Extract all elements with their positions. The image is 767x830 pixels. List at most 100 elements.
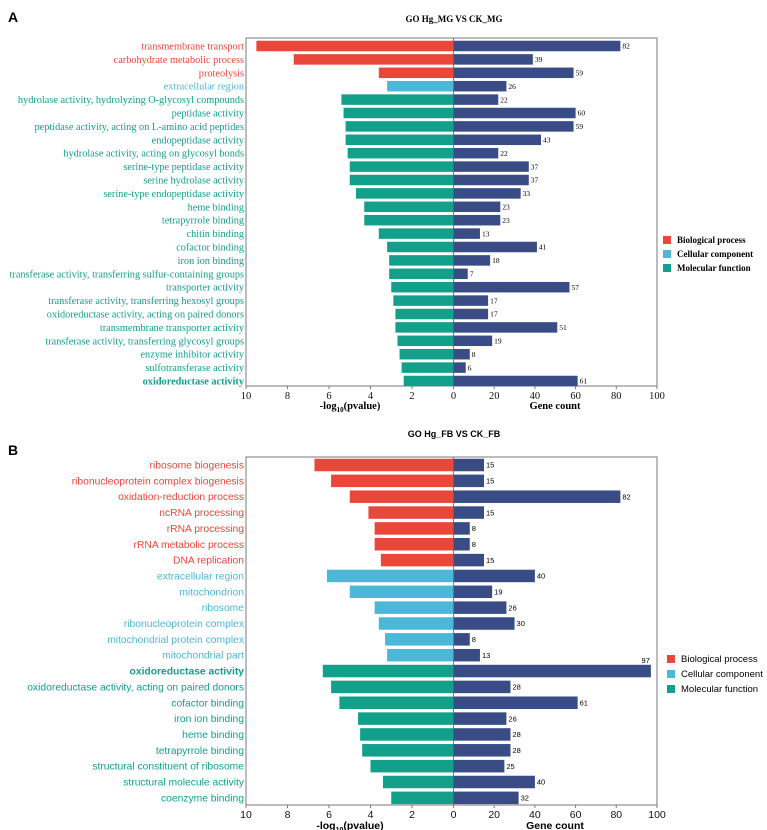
left-tick-label: 0 (451, 391, 456, 402)
right-tick-label: 20 (488, 809, 500, 821)
left-tick-label: 10 (241, 391, 252, 402)
term-label: coenzyme binding (161, 793, 244, 804)
count-label: 33 (523, 189, 531, 198)
legend-swatch (667, 655, 675, 663)
gene-count-bar (453, 759, 505, 773)
x-axis-title-left-tail: (pvalue) (343, 820, 383, 830)
term-label: transferase activity, transferring sulfu… (10, 269, 244, 280)
term-label: proteolysis (199, 68, 244, 79)
x-axis-title-left-sub: 10 (337, 406, 345, 414)
x-axis-title-left-main: -log (320, 401, 338, 412)
count-label: 32 (521, 794, 529, 803)
count-label: 37 (531, 176, 539, 185)
right-tick-label: 40 (529, 809, 541, 821)
count-label: 26 (508, 82, 516, 91)
x-axis-title-right: Gene count (526, 820, 584, 830)
count-label: 28 (512, 730, 520, 739)
pvalue-bar (331, 474, 454, 488)
pvalue-bar (403, 375, 454, 387)
gene-count-bar (453, 375, 578, 387)
count-label: 39 (535, 55, 543, 64)
pvalue-bar (397, 335, 454, 347)
term-label: endopeptidase activity (152, 135, 245, 146)
term-label: extracellular region (164, 82, 244, 93)
legend-label: Molecular function (677, 263, 751, 273)
gene-count-bar (453, 362, 466, 373)
gene-count-bar (453, 121, 574, 132)
gene-count-bar (453, 161, 529, 172)
chart-title: GO Hg_FB VS CK_FB (408, 429, 501, 439)
pvalue-bar (364, 201, 454, 213)
gene-count-bar (453, 281, 570, 293)
term-label: tetrapyrrole binding (156, 746, 244, 757)
left-tick-label: 8 (285, 391, 290, 402)
legend-label: Molecular function (681, 684, 758, 695)
gene-count-bar (453, 335, 493, 347)
term-label: cofactor binding (176, 243, 244, 254)
gene-count-bar (453, 696, 578, 709)
gene-count-bar (453, 67, 574, 79)
pvalue-bar (322, 664, 454, 678)
term-label: heme binding (188, 202, 244, 213)
term-label: ribosome (202, 603, 245, 614)
pvalue-bar (378, 228, 454, 239)
count-label: 41 (539, 243, 547, 252)
count-label: 57 (571, 283, 579, 292)
count-label: 26 (508, 714, 516, 723)
pvalue-bar (360, 728, 454, 741)
pvalue-bar (387, 241, 454, 253)
gene-count-bar (453, 295, 489, 306)
gene-count-bar (453, 728, 511, 741)
gene-count-bar (453, 134, 542, 146)
term-label: transmembrane transporter activity (100, 323, 245, 334)
count-label: 13 (482, 651, 490, 660)
gene-count-bar (453, 553, 485, 567)
pvalue-bar (256, 40, 454, 52)
pvalue-bar (345, 134, 454, 146)
term-label: heme binding (182, 730, 244, 741)
right-tick-label: 80 (611, 391, 622, 402)
x-axis-title-right: Gene count (529, 401, 581, 412)
count-label: 40 (537, 572, 545, 581)
term-label: serine-type peptidase activity (123, 162, 245, 173)
term-label: carbohydrate metabolic process (114, 55, 244, 66)
count-label: 19 (494, 337, 502, 346)
term-label: transferase activity, transferring glyco… (45, 336, 244, 347)
count-label: 19 (494, 588, 502, 597)
gene-count-bar (453, 188, 521, 199)
term-label: oxidoreductase activity, acting on paire… (47, 310, 244, 321)
term-label: serine hydrolase activity (143, 176, 244, 187)
term-label: chitin binding (187, 229, 245, 240)
term-label: sulfotransferase activity (145, 363, 244, 374)
pvalue-bar (389, 255, 454, 266)
term-label: oxidation-reduction process (118, 492, 244, 503)
panel-b: B GO Hg_FB VS CK_FB 15 ribosome biogenesis 1… (8, 429, 763, 830)
pvalue-bar (349, 161, 454, 172)
pvalue-bar (374, 522, 454, 535)
gene-count-bar (453, 648, 480, 662)
pvalue-bar (347, 147, 454, 159)
count-label: 8 (472, 524, 476, 533)
count-label: 22 (500, 95, 508, 104)
left-tick-label: 2 (409, 391, 414, 402)
legend-swatch (667, 670, 675, 678)
chart-title: GO Hg_MG VS CK_MG (405, 14, 502, 24)
count-label: 59 (576, 69, 584, 78)
pvalue-bar (401, 362, 454, 373)
count-label: 6 (468, 363, 472, 372)
count-label: 26 (508, 603, 516, 612)
term-label: transporter activity (166, 283, 245, 294)
count-label: 40 (537, 778, 545, 787)
gene-count-bar (453, 585, 493, 599)
term-label: oxidoreductase activity (130, 667, 245, 678)
gene-count-bar (453, 107, 576, 119)
x-axis-title-left: -log10(pvalue) (316, 820, 383, 830)
term-label: oxidoreductase activity, acting on paire… (27, 682, 244, 693)
pvalue-bar (314, 458, 454, 472)
count-label: 37 (531, 162, 539, 171)
count-label: 61 (580, 698, 588, 707)
gene-count-bar (453, 474, 485, 488)
gene-count-bar (453, 147, 499, 159)
term-label: mitochondrial part (162, 651, 244, 662)
